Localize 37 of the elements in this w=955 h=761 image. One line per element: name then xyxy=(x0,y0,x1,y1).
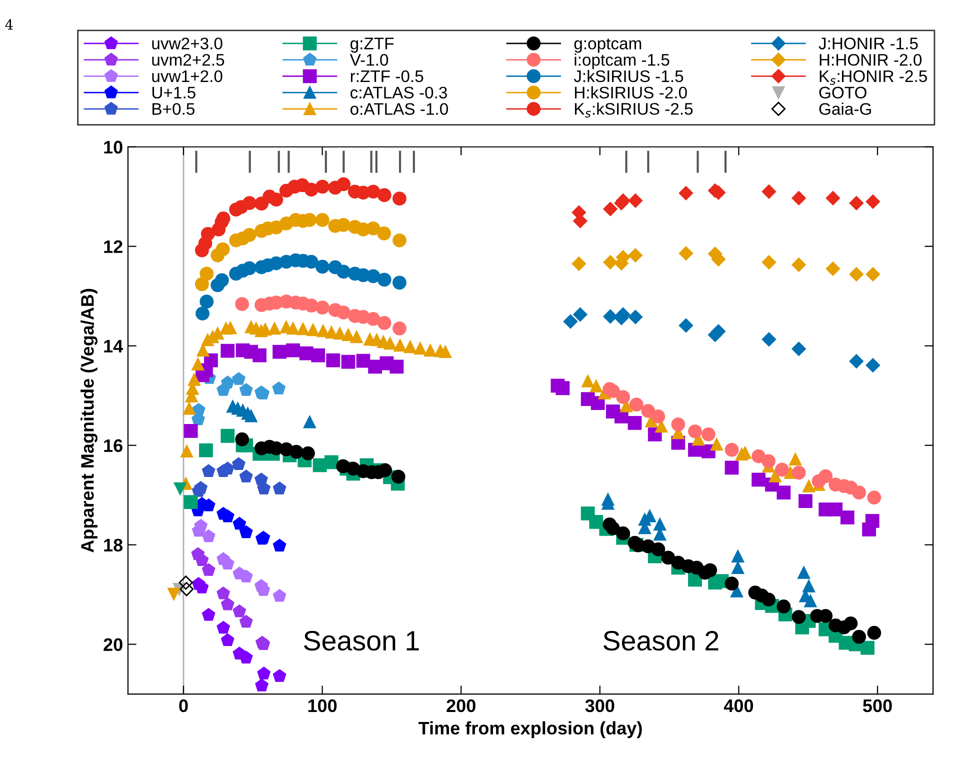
x-tick-label: 0 xyxy=(179,699,188,712)
legend-label: c:ATLAS -0.3 xyxy=(350,86,447,99)
x-tick-label: 100 xyxy=(308,699,337,712)
y-tick-label: 20 xyxy=(104,638,122,652)
x-axis-title: Time from explosion (day) xyxy=(418,721,642,738)
legend-label: i:optcam -1.5 xyxy=(574,54,670,70)
legend-label: uvw2+3.0 xyxy=(152,38,222,50)
annotation: Season 2 xyxy=(604,630,718,651)
y-tick-label: 12 xyxy=(104,240,122,253)
y-tick-label: 16 xyxy=(104,439,122,452)
legend-label: K$_{s}$:kSIRIUS -2.5 xyxy=(575,102,693,118)
y-tick-label: 18 xyxy=(104,538,123,552)
legend-label: uvw1+2.0 xyxy=(152,70,222,82)
y-axis-title: Apparent Magnitude (Vega/AB) xyxy=(80,288,98,552)
y-tick-label: 10 xyxy=(104,140,122,154)
legend-label: Gaia-G xyxy=(819,102,871,115)
legend-label: B+0.5 xyxy=(152,103,194,115)
legend-label: J:HONIR -1.5 xyxy=(818,38,918,50)
legend-label: uvm2+2.5 xyxy=(152,54,224,66)
legend-label: g:optcam xyxy=(574,38,642,53)
x-tick-label: 200 xyxy=(446,699,476,712)
legend-label: K$_{s}$:HONIR -2.5 xyxy=(820,70,927,85)
legend-label: r:ZTF -0.5 xyxy=(350,70,424,82)
legend-label: o:ATLAS -1.0 xyxy=(350,103,448,115)
legend-label: H:kSIRIUS -2.0 xyxy=(575,86,687,99)
legend-label: U+1.5 xyxy=(152,86,196,99)
legend-label: V-1.0 xyxy=(350,54,388,66)
x-tick-label: 400 xyxy=(724,699,754,712)
legend-label: J:kSIRIUS -1.5 xyxy=(574,70,684,82)
x-tick-label: 300 xyxy=(585,699,614,712)
legend-label: GOTO xyxy=(819,86,866,99)
text: 4 xyxy=(5,19,13,30)
x-tick-label: 500 xyxy=(863,699,892,712)
legend-label: g:ZTF xyxy=(350,38,394,53)
annotation: Season 1 xyxy=(304,630,419,651)
legend-label: H:HONIR -2.0 xyxy=(820,54,922,66)
y-tick-label: 14 xyxy=(104,340,124,352)
